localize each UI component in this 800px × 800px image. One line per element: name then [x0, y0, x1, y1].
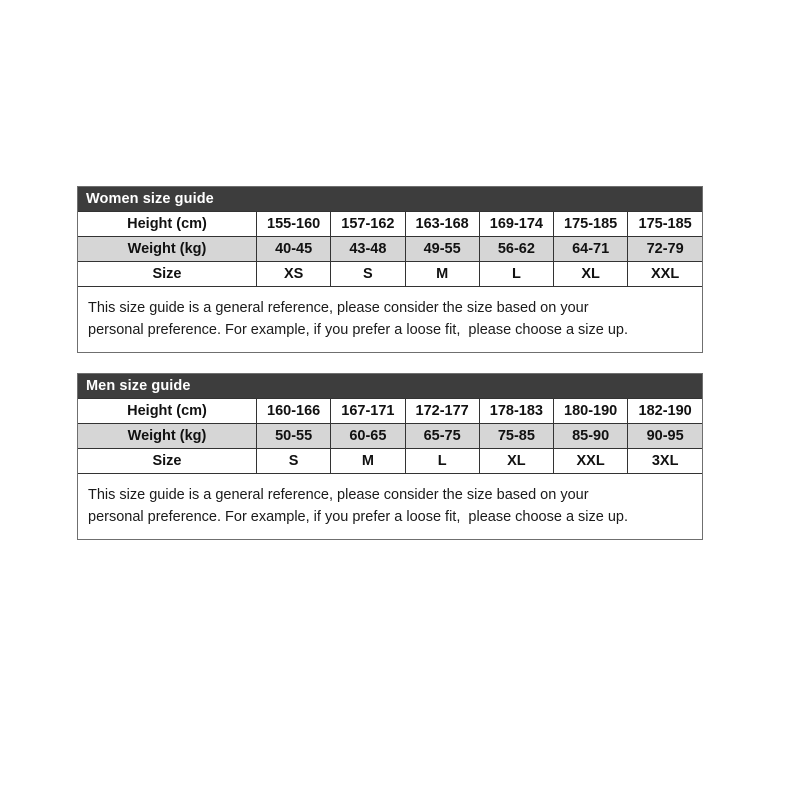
- men-height-value-3: 172-177: [404, 398, 480, 424]
- men-size-value-5: XXL: [552, 448, 629, 473]
- women-weight-value-2: 43-48: [330, 236, 406, 262]
- women-height-value-4: 169-174: [478, 211, 555, 237]
- table-row: Size S M L XL XXL 3XL: [78, 448, 702, 473]
- women-size-value-5: XL: [552, 261, 629, 286]
- men-height-value-5: 180-190: [552, 398, 629, 424]
- women-size-value-1: XS: [255, 261, 332, 286]
- men-size-guide-block: Men size guide Height (cm) 160-166 167-1…: [77, 373, 703, 540]
- women-height-value-6: 175-185: [627, 211, 702, 237]
- men-weight-value-1: 50-55: [255, 423, 332, 449]
- table-row: Weight (kg) 40-45 43-48 49-55 56-62 64-7…: [78, 236, 702, 262]
- women-weight-value-4: 56-62: [478, 236, 555, 262]
- men-weight-value-2: 60-65: [330, 423, 406, 449]
- women-size-row-label: Size: [78, 261, 257, 286]
- men-height-value-4: 178-183: [478, 398, 555, 424]
- women-size-value-3: M: [404, 261, 480, 286]
- women-size-guide-title: Women size guide: [78, 187, 702, 211]
- men-weight-value-4: 75-85: [478, 423, 555, 449]
- men-size-row-label: Size: [78, 448, 257, 473]
- women-weight-value-5: 64-71: [552, 236, 629, 262]
- women-height-value-3: 163-168: [404, 211, 480, 237]
- men-height-value-6: 182-190: [627, 398, 702, 424]
- table-row: Height (cm) 155-160 157-162 163-168 169-…: [78, 211, 702, 237]
- men-height-value-1: 160-166: [255, 398, 332, 424]
- women-weight-value-3: 49-55: [404, 236, 480, 262]
- women-weight-row-label: Weight (kg): [78, 236, 257, 262]
- men-size-guide-note: This size guide is a general reference, …: [78, 473, 702, 539]
- table-row: Weight (kg) 50-55 60-65 65-75 75-85 85-9…: [78, 423, 702, 449]
- women-size-value-4: L: [478, 261, 555, 286]
- men-weight-value-3: 65-75: [404, 423, 480, 449]
- women-size-value-2: S: [330, 261, 406, 286]
- men-size-guide-title: Men size guide: [78, 374, 702, 398]
- men-height-value-2: 167-171: [330, 398, 406, 424]
- women-size-table: Height (cm) 155-160 157-162 163-168 169-…: [78, 211, 702, 286]
- table-row: Size XS S M L XL XXL: [78, 261, 702, 286]
- women-height-row-label: Height (cm): [78, 211, 257, 237]
- women-height-value-5: 175-185: [552, 211, 629, 237]
- men-size-value-4: XL: [478, 448, 555, 473]
- women-note-line-2: personal preference. For example, if you…: [88, 322, 629, 338]
- men-note-line-2: personal preference. For example, if you…: [88, 509, 629, 525]
- table-row: Height (cm) 160-166 167-171 172-177 178-…: [78, 398, 702, 424]
- men-size-table: Height (cm) 160-166 167-171 172-177 178-…: [78, 398, 702, 473]
- men-weight-row-label: Weight (kg): [78, 423, 257, 449]
- men-size-value-3: L: [404, 448, 480, 473]
- women-size-guide-block: Women size guide Height (cm) 155-160 157…: [77, 186, 703, 353]
- men-size-value-6: 3XL: [627, 448, 702, 473]
- women-height-value-2: 157-162: [330, 211, 406, 237]
- men-height-row-label: Height (cm): [78, 398, 257, 424]
- men-size-value-1: S: [255, 448, 332, 473]
- women-note-line-1: This size guide is a general reference, …: [88, 300, 589, 316]
- women-weight-value-6: 72-79: [627, 236, 702, 262]
- women-height-value-1: 155-160: [255, 211, 332, 237]
- men-note-line-1: This size guide is a general reference, …: [88, 487, 589, 503]
- women-size-guide-note: This size guide is a general reference, …: [78, 286, 702, 352]
- men-weight-value-6: 90-95: [627, 423, 702, 449]
- men-weight-value-5: 85-90: [552, 423, 629, 449]
- men-size-value-2: M: [330, 448, 406, 473]
- women-weight-value-1: 40-45: [255, 236, 332, 262]
- women-size-value-6: XXL: [627, 261, 702, 286]
